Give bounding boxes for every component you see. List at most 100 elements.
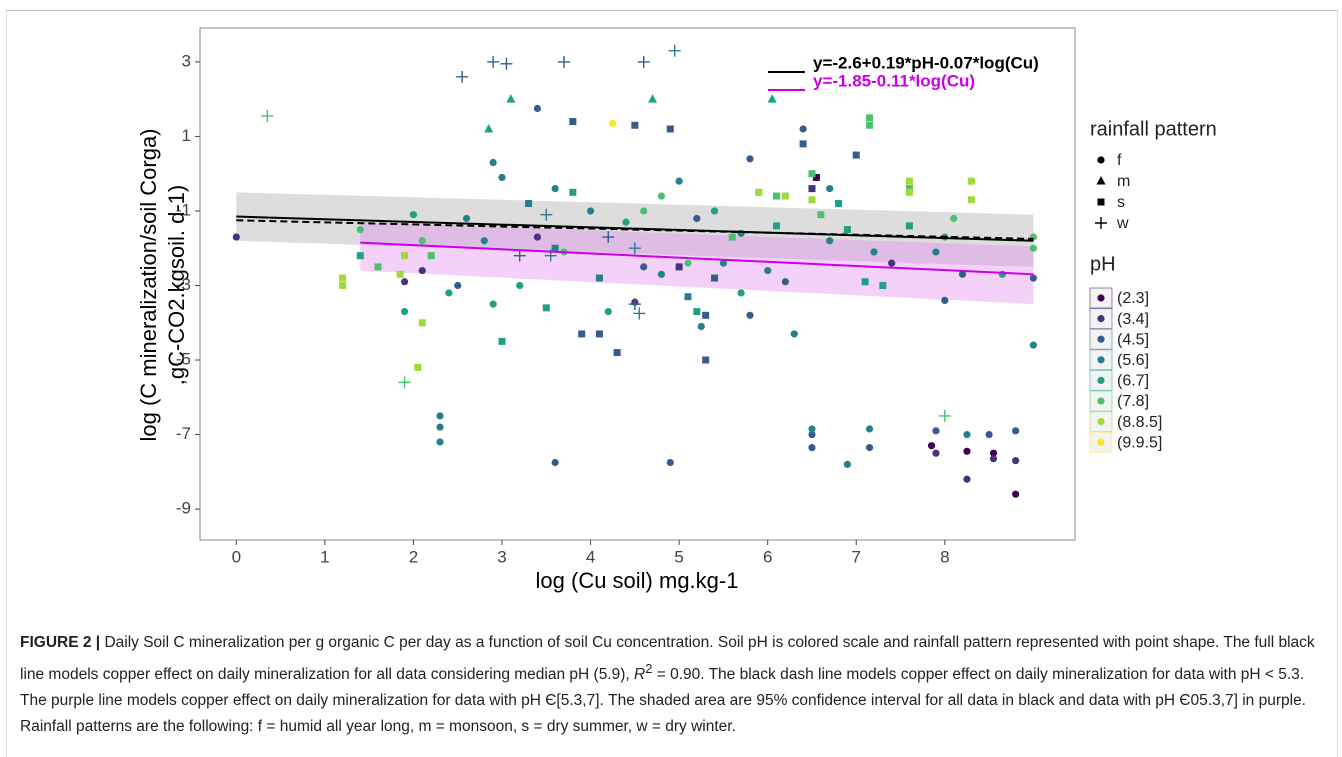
x-axis-label: log (Cu soil) mg.kg-1 <box>536 568 739 593</box>
point <box>967 177 975 185</box>
point <box>569 118 577 126</box>
y-tick-label: -9 <box>176 499 191 518</box>
point <box>905 188 913 196</box>
caption-label: FIGURE 2 | <box>20 634 101 651</box>
point <box>870 248 878 256</box>
caption-r: R <box>634 666 646 684</box>
point <box>609 119 617 127</box>
fit-line <box>236 219 1034 240</box>
point <box>356 225 364 234</box>
point <box>866 114 874 122</box>
point <box>489 300 497 308</box>
point <box>737 289 745 297</box>
fit-equation: y=-1.85-0.11*log(Cu) <box>813 71 975 90</box>
legend-label: s <box>1117 194 1125 211</box>
point <box>540 208 553 221</box>
point <box>418 237 426 245</box>
point <box>595 274 603 282</box>
point <box>525 200 533 208</box>
x-tick-label: 2 <box>409 547 418 566</box>
point <box>963 430 971 439</box>
legend-label: m <box>1117 173 1130 190</box>
y-axis-label: log (C mineralization/soil Corga) <box>136 128 161 441</box>
point <box>484 123 494 133</box>
point <box>710 207 719 215</box>
point <box>427 252 435 260</box>
point <box>684 259 692 267</box>
point <box>963 475 971 483</box>
point <box>436 438 444 446</box>
point <box>569 188 577 196</box>
point <box>436 412 444 420</box>
legend-shape <box>1095 217 1107 229</box>
point <box>865 425 874 433</box>
point <box>613 349 621 357</box>
x-tick-label: 8 <box>940 547 949 566</box>
point <box>826 185 834 193</box>
point <box>852 151 860 159</box>
legend-title: pH <box>1090 253 1116 275</box>
point <box>400 278 409 286</box>
legend-swatch <box>1097 294 1105 302</box>
point <box>374 263 382 271</box>
figure-frame <box>6 10 1338 757</box>
legend-swatch <box>1097 376 1105 384</box>
point <box>808 185 816 193</box>
caption-text: Daily Soil C mineralization per g organi… <box>20 634 1315 684</box>
fit-line <box>360 241 1034 276</box>
legend-shape <box>1097 198 1105 206</box>
point <box>808 196 816 204</box>
x-tick-label: 5 <box>674 547 683 566</box>
point <box>657 270 666 278</box>
caption-text: = 0.90. The black dash line models coppe… <box>20 666 1306 736</box>
point <box>950 214 958 223</box>
point <box>339 281 347 289</box>
point <box>808 425 816 433</box>
point <box>436 423 444 431</box>
point <box>808 443 816 452</box>
point <box>932 427 940 435</box>
point <box>711 274 719 282</box>
point <box>232 233 240 241</box>
point <box>668 44 681 57</box>
point <box>261 109 274 122</box>
legend-swatch <box>1097 335 1105 343</box>
point <box>985 430 993 439</box>
point <box>551 458 559 467</box>
point <box>808 170 816 178</box>
point <box>767 94 777 103</box>
point <box>967 196 975 204</box>
y-tick-label: -1 <box>176 200 191 219</box>
point <box>516 281 524 290</box>
legend-label: (3.4] <box>1117 311 1149 328</box>
legend-label: f <box>1117 152 1122 169</box>
point <box>456 70 469 83</box>
x-tick-label: 4 <box>586 547 595 566</box>
point <box>843 460 851 468</box>
point <box>533 104 542 113</box>
point <box>640 263 648 271</box>
caption: FIGURE 2 | Daily Soil C mineralization p… <box>20 630 1330 740</box>
point <box>1029 244 1037 252</box>
point <box>697 322 705 331</box>
y-tick-label: -5 <box>176 350 191 369</box>
point <box>799 125 807 133</box>
point <box>551 244 559 252</box>
legend-label: (9.9.5] <box>1117 434 1162 451</box>
point <box>808 430 816 439</box>
point <box>932 449 940 457</box>
point <box>866 121 874 129</box>
point <box>905 185 913 193</box>
point <box>958 270 967 278</box>
point <box>702 311 710 319</box>
point <box>817 211 825 219</box>
point <box>506 94 516 103</box>
point <box>728 233 736 241</box>
point <box>1012 427 1020 435</box>
point <box>666 125 674 133</box>
fit-equation: y=-2.6+0.19*pH-0.07*log(Cu) <box>813 53 1039 72</box>
point <box>637 55 650 68</box>
point <box>989 455 998 463</box>
point <box>414 363 422 371</box>
